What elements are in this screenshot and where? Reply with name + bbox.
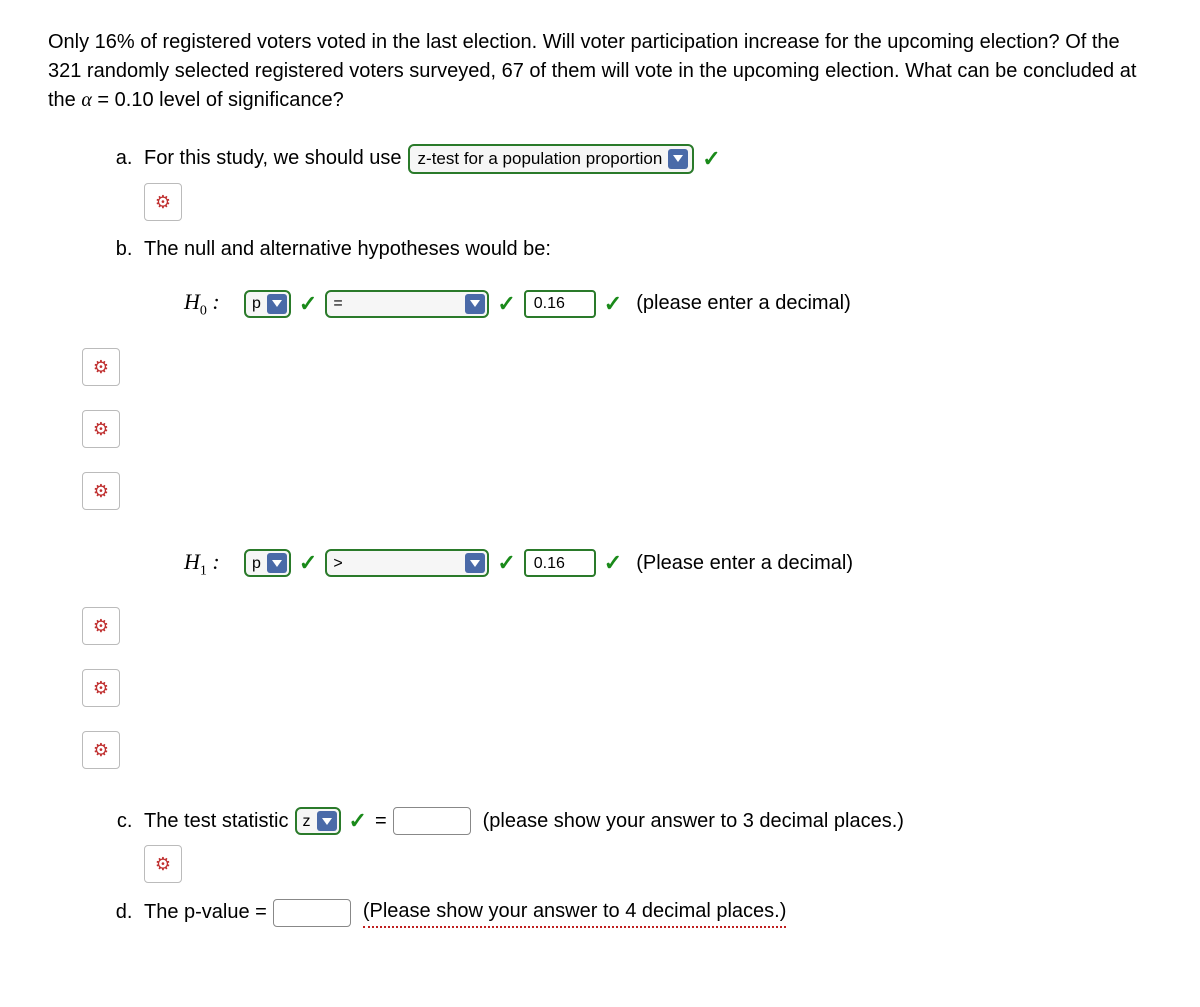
check-icon: ✓ [604,288,622,320]
gear-icon[interactable]: ⚙ [82,731,120,769]
h1-op-value: > [333,552,342,575]
h0-op-value: = [333,292,342,315]
part-a-text: For this study, we should use [144,144,402,173]
h0-op-select[interactable]: = [325,290,489,318]
chevron-down-icon [465,294,485,314]
h1-row: H1 : p ✓ > ✓ 0.16 ✓ (Please enter a deci… [184,546,1152,582]
h0-value-input[interactable]: 0.16 [524,290,596,318]
gear-icon[interactable]: ⚙ [82,472,120,510]
h0-label: H0 : [184,286,232,322]
part-b-text: The null and alternative hypotheses woul… [144,238,551,260]
test-type-select[interactable]: z-test for a population proportion [408,144,695,174]
chevron-down-icon [267,294,287,314]
chevron-down-icon [267,553,287,573]
gear-icon[interactable]: ⚙ [82,410,120,448]
h0-value: 0.16 [534,292,565,315]
alpha-symbol: α [81,89,92,111]
h0-hint: (please enter a decimal) [636,289,851,318]
h0-param-value: p [252,292,261,315]
h0-row: H0 : p ✓ = ✓ 0.16 ✓ (please enter a deci… [184,286,1152,322]
h1-gears: ⚙ ⚙ ⚙ [82,599,1152,769]
stat-input[interactable] [393,807,471,835]
part-b: The null and alternative hypotheses woul… [138,235,1152,769]
part-c-text: The test statistic [144,807,289,836]
parts-list: For this study, we should use z-test for… [48,143,1152,928]
h1-hint: (Please enter a decimal) [636,549,853,578]
check-icon: ✓ [702,143,720,175]
pvalue-input[interactable] [273,899,351,927]
check-icon: ✓ [349,805,367,837]
gear-icon[interactable]: ⚙ [82,669,120,707]
check-icon: ✓ [497,547,515,579]
equals-sign: = [375,807,387,836]
chevron-down-icon [465,553,485,573]
check-icon: ✓ [497,288,515,320]
gear-icon[interactable]: ⚙ [82,348,120,386]
problem-statement: Only 16% of registered voters voted in t… [48,28,1152,115]
check-icon: ✓ [299,547,317,579]
h1-value-input[interactable]: 0.16 [524,549,596,577]
test-type-value: z-test for a population proportion [418,147,663,172]
h1-value: 0.16 [534,552,565,575]
part-d: The p-value = (Please show your answer t… [138,897,1152,928]
chevron-down-icon [668,149,688,169]
h1-label: H1 : [184,546,232,582]
h0-gears: ⚙ ⚙ ⚙ [82,340,1152,510]
h1-param-value: p [252,552,261,575]
h1-param-select[interactable]: p [244,549,291,577]
h0-param-select[interactable]: p [244,290,291,318]
gear-icon[interactable]: ⚙ [144,845,182,883]
check-icon: ✓ [604,547,622,579]
gear-icon[interactable]: ⚙ [144,183,182,221]
part-c-hint: (please show your answer to 3 decimal pl… [483,807,904,836]
part-d-hint: (Please show your answer to 4 decimal pl… [363,897,787,928]
gear-icon[interactable]: ⚙ [82,607,120,645]
part-d-text: The p-value = [144,898,267,927]
check-icon: ✓ [299,288,317,320]
stat-select[interactable]: z [295,807,341,835]
problem-text-after: = 0.10 level of significance? [92,89,344,111]
part-c: The test statistic z ✓ = (please show yo… [138,805,1152,883]
h1-op-select[interactable]: > [325,549,489,577]
part-a: For this study, we should use z-test for… [138,143,1152,221]
stat-value: z [303,810,311,833]
chevron-down-icon [317,811,337,831]
